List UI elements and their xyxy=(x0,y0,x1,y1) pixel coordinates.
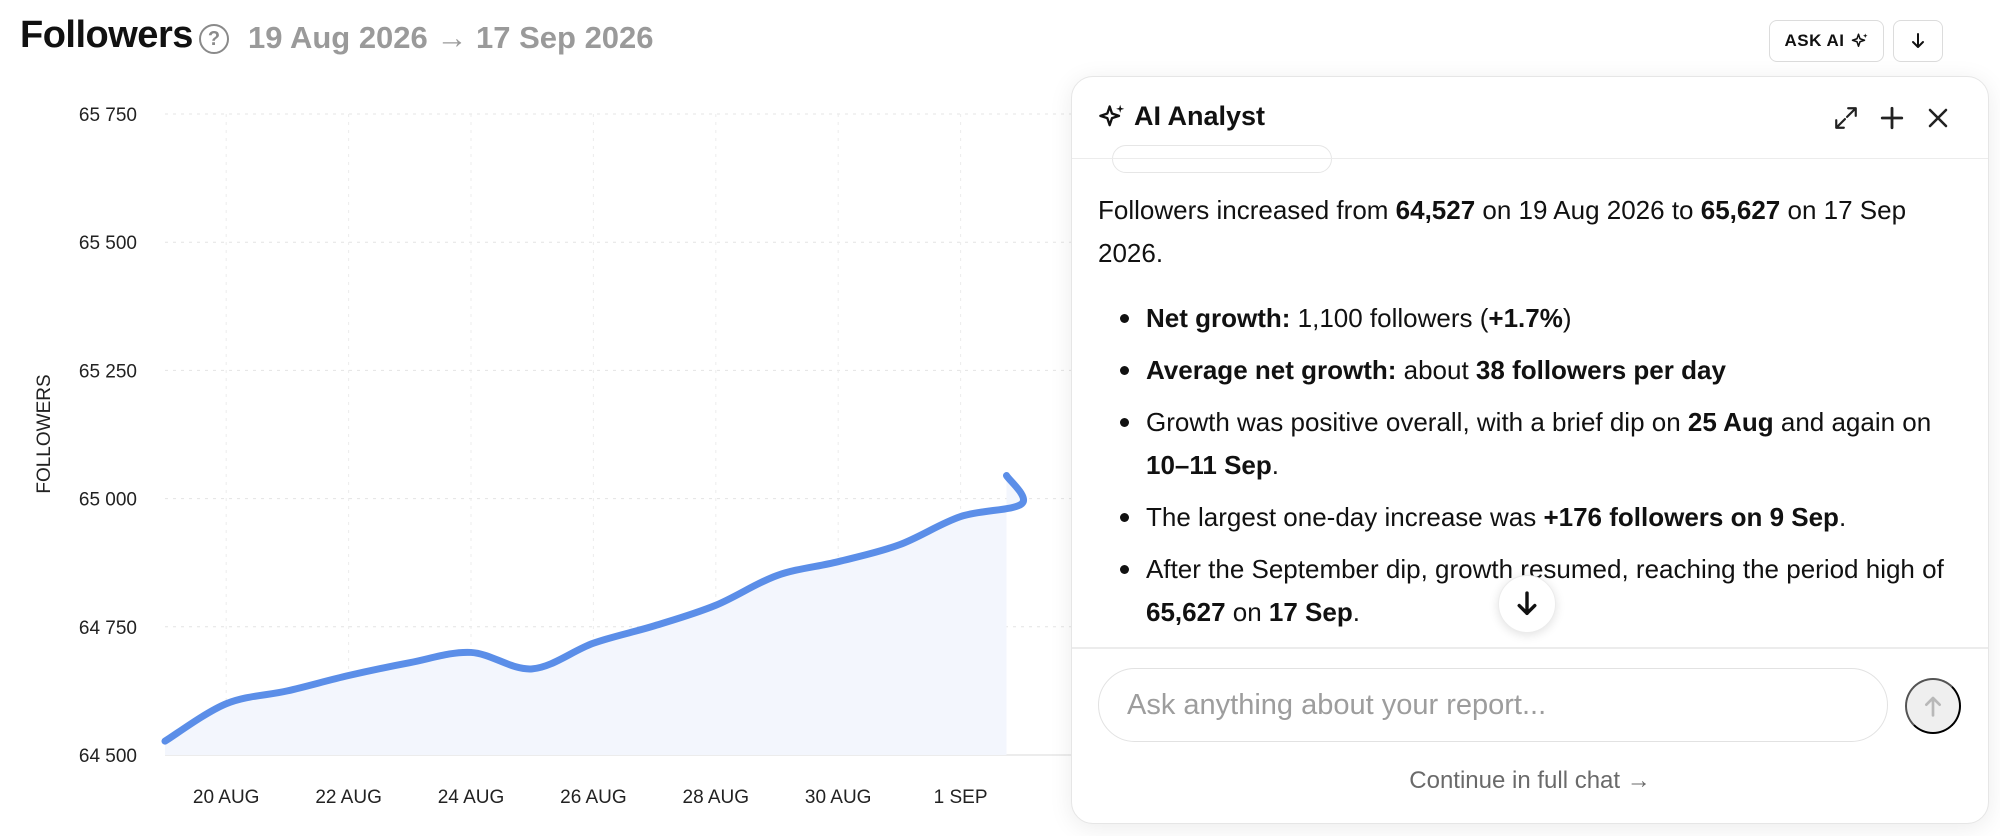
scroll-to-bottom-button[interactable] xyxy=(1498,575,1556,633)
list-item: Net growth: 1,100 followers (+1.7%) xyxy=(1112,297,1964,340)
x-tick-label: 22 AUG xyxy=(315,787,382,808)
page-title: Followers xyxy=(20,14,193,56)
x-tick-label: 26 AUG xyxy=(560,787,627,808)
sparkle-icon xyxy=(1099,104,1125,126)
x-tick-label: 1 SEP xyxy=(934,787,988,808)
y-tick-label: 65 000 xyxy=(79,490,137,511)
list-item: Growth was positive overall, with a brie… xyxy=(1112,401,1964,487)
ask-ai-button[interactable]: ASK AI xyxy=(1769,20,1884,62)
y-tick-label: 65 500 xyxy=(79,233,137,254)
arrow-down-icon xyxy=(1517,591,1537,616)
plus-icon[interactable] xyxy=(1875,101,1909,135)
send-button[interactable] xyxy=(1905,678,1961,734)
x-tick-label: 28 AUG xyxy=(683,787,750,808)
x-tick-label: 30 AUG xyxy=(805,787,872,808)
y-tick-label: 64 500 xyxy=(79,746,137,767)
arrow-up-icon xyxy=(1925,696,1941,717)
chat-input[interactable] xyxy=(1098,668,1888,742)
ai-analyst-panel: AI Analyst Followers increased from 64,5… xyxy=(1071,76,1989,824)
ask-ai-label: ASK AI xyxy=(1784,31,1845,50)
footer-divider xyxy=(1072,647,1988,649)
list-item: The largest one-day increase was +176 fo… xyxy=(1112,496,1964,539)
date-range-label[interactable]: 19 Aug 2026 → 17 Sep 2026 xyxy=(248,20,654,55)
followers-area xyxy=(165,475,1024,755)
y-axis: 65 750 65 500 65 250 65 000 64 750 64 500 xyxy=(79,105,137,767)
x-tick-label: 20 AUG xyxy=(193,787,260,808)
y-tick-label: 65 750 xyxy=(79,105,137,126)
arrow-down-icon xyxy=(1912,33,1924,48)
y-tick-label: 64 750 xyxy=(79,618,137,639)
ai-response: Followers increased from 64,527 on 19 Au… xyxy=(1098,189,1964,643)
download-button[interactable] xyxy=(1893,20,1943,62)
followers-line xyxy=(161,472,1027,745)
summary-paragraph: Followers increased from 64,527 on 19 Au… xyxy=(1098,195,1907,268)
continue-in-full-chat-link[interactable]: Continue in full chat → xyxy=(1409,767,1651,794)
expand-icon[interactable] xyxy=(1829,101,1863,135)
ai-panel-header: AI Analyst xyxy=(1072,77,1988,159)
sparkle-icon xyxy=(1851,33,1867,47)
ai-panel-title: AI Analyst xyxy=(1134,101,1266,131)
y-axis-title: FOLLOWERS xyxy=(34,374,55,493)
x-axis: 20 AUG 22 AUG 24 AUG 26 AUG 28 AUG 30 AUG 1 SE… xyxy=(193,787,1088,808)
help-icon[interactable]: ? xyxy=(199,24,229,54)
y-tick-label: 65 250 xyxy=(79,361,137,382)
list-item: Average net growth: about 38 followers p… xyxy=(1112,349,1964,392)
insights-list: Net growth: 1,100 followers (+1.7%) Aver… xyxy=(1112,297,1964,634)
previous-message-bubble xyxy=(1112,145,1332,173)
list-item: After the September dip, growth resumed,… xyxy=(1112,548,1964,634)
followers-chart: 65 750 65 500 65 250 65 000 64 750 64 500 20 … xyxy=(34,105,1088,808)
x-tick-label: 24 AUG xyxy=(438,787,505,808)
close-icon[interactable] xyxy=(1921,101,1955,135)
